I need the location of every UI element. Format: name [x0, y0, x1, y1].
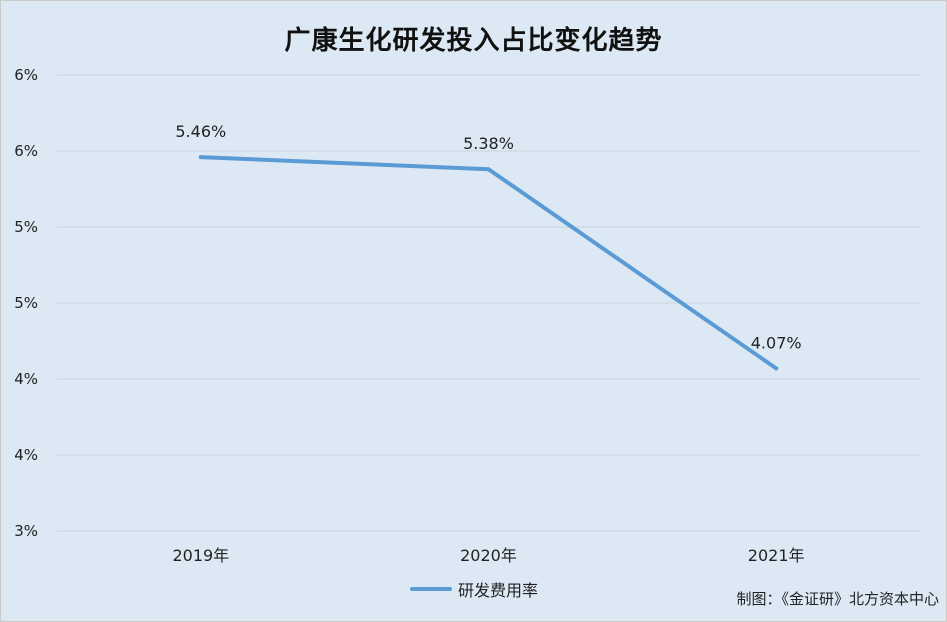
legend-label: 研发费用率 — [458, 581, 539, 600]
x-tick-label: 2021年 — [748, 546, 805, 565]
y-tick-label: 6% — [14, 142, 38, 160]
x-tick-label: 2019年 — [172, 546, 229, 565]
data-point — [198, 155, 203, 160]
legend: 研发费用率 — [410, 577, 538, 601]
series-layer: 5.46% 5.38% 4.07% — [175, 122, 802, 371]
data-point — [774, 366, 779, 371]
y-tick-label: 6% — [14, 66, 38, 84]
y-axis-ticks: 3% 4% 4% 5% 5% 6% 6% — [14, 66, 38, 540]
y-tick-label: 5% — [14, 294, 38, 312]
data-label: 5.46% — [175, 122, 226, 141]
legend-line-swatch — [410, 587, 452, 591]
chart-credit: 制图：《金证研》北方资本中心 — [736, 590, 939, 608]
y-tick-label: 4% — [14, 446, 38, 464]
data-point — [486, 167, 491, 172]
data-label: 5.38% — [463, 134, 514, 153]
x-tick-label: 2020年 — [460, 546, 517, 565]
y-tick-label: 3% — [14, 522, 38, 540]
series-line — [198, 155, 779, 371]
y-tick-label: 4% — [14, 370, 38, 388]
gridlines — [57, 74, 920, 532]
data-label: 4.07% — [751, 333, 802, 352]
chart-title: 广康生化研发投入占比变化趋势 — [284, 26, 663, 56]
y-tick-label: 5% — [14, 218, 38, 236]
x-axis-ticks: 2019年 2020年 2021年 — [172, 546, 804, 565]
